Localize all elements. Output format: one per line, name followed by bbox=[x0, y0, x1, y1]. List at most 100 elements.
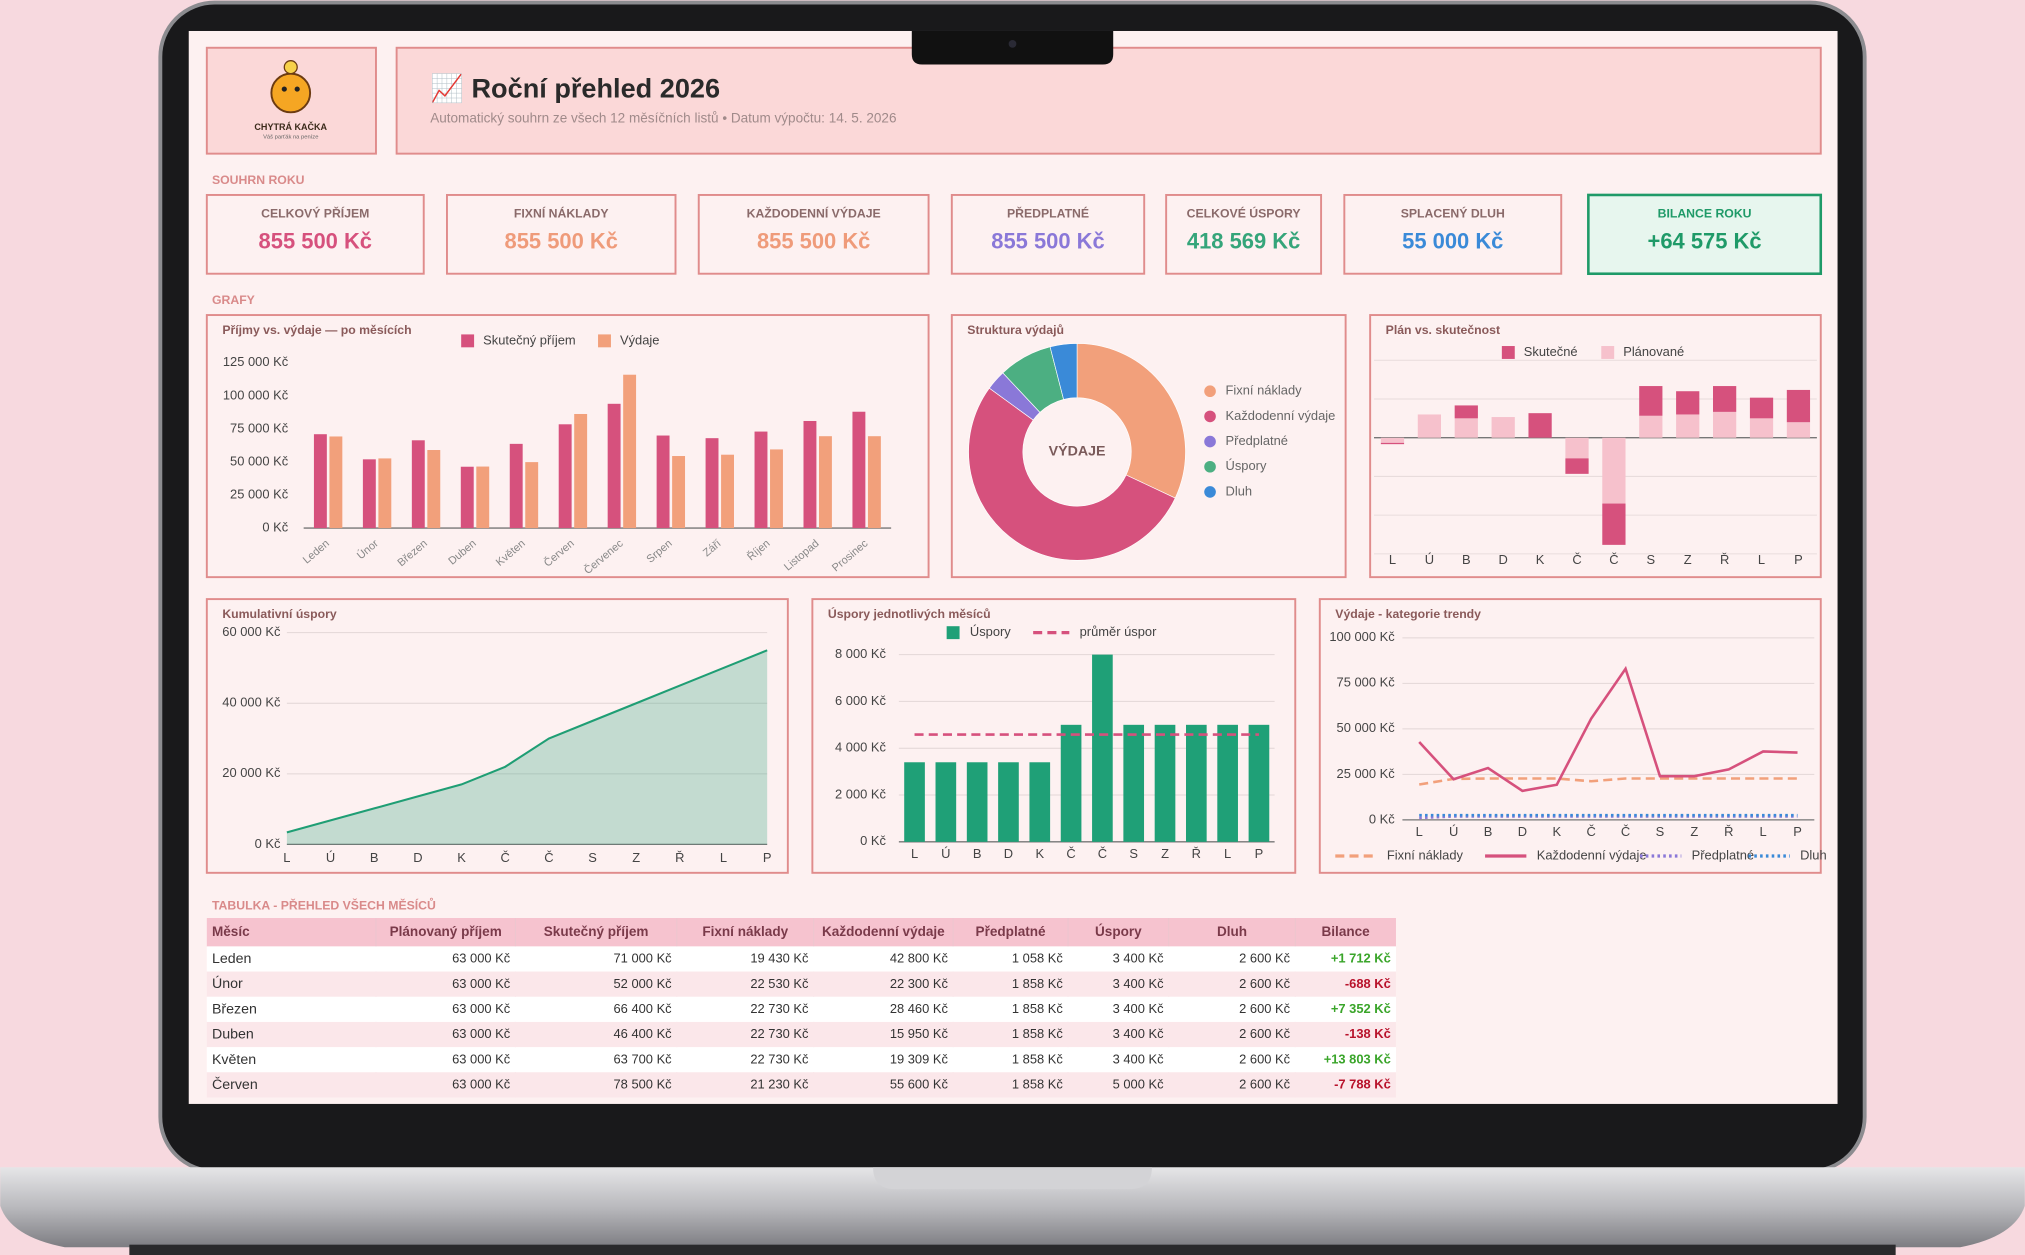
table-row bbox=[206, 996, 1396, 1022]
y-tick-label: 2 000 Kč bbox=[835, 786, 886, 801]
bar bbox=[966, 762, 988, 842]
bar-segment bbox=[1749, 397, 1774, 419]
table-cell: 3 400 Kč bbox=[1113, 1051, 1164, 1066]
y-tick-label: 40 000 Kč bbox=[222, 695, 281, 710]
pie-slice bbox=[1076, 343, 1186, 499]
x-tick-label: L bbox=[1224, 846, 1231, 861]
table-cell: 22 300 Kč bbox=[890, 976, 949, 991]
legend-label: Dluh bbox=[1226, 483, 1253, 498]
y-tick-label: 75 000 Kč bbox=[230, 420, 289, 435]
x-tick-label: P bbox=[763, 850, 772, 865]
chart-title: Plán vs. skutečnost bbox=[1386, 323, 1500, 337]
legend-label: Fixní náklady bbox=[1226, 383, 1303, 398]
x-tick-label: Č bbox=[1609, 552, 1618, 567]
x-tick-label: Č bbox=[1066, 846, 1075, 861]
table-header: Skutečný příjem bbox=[544, 924, 649, 939]
x-tick-label: K bbox=[1552, 824, 1561, 839]
bar-segment bbox=[1676, 414, 1700, 438]
y-tick-label: 100 000 Kč bbox=[1329, 629, 1395, 644]
table-header: Bilance bbox=[1322, 924, 1371, 939]
table-header: Úspory bbox=[1095, 924, 1142, 939]
bar bbox=[904, 762, 925, 842]
bar-segment bbox=[1380, 442, 1405, 445]
x-tick-label: K bbox=[457, 850, 466, 865]
logo-name: CHYTRÁ KAČKA bbox=[254, 121, 327, 132]
bar bbox=[998, 762, 1019, 842]
table-cell: 42 800 Kč bbox=[890, 951, 949, 966]
kpi-card bbox=[446, 193, 677, 275]
x-tick-label: B bbox=[1484, 824, 1493, 839]
x-tick-label: D bbox=[1004, 846, 1013, 861]
legend-label: Úspory bbox=[1226, 458, 1267, 473]
legend-label: Předplatné bbox=[1226, 433, 1288, 448]
bar-segment bbox=[1786, 389, 1811, 423]
y-tick-label: 4 000 Kč bbox=[835, 740, 886, 755]
legend-label: Každodenní výdaje bbox=[1537, 847, 1647, 862]
bar-segment bbox=[1749, 418, 1774, 438]
bar-segment bbox=[1713, 411, 1737, 438]
legend-swatch bbox=[1204, 486, 1216, 498]
x-tick-label: Č bbox=[1587, 824, 1596, 839]
table-row bbox=[206, 971, 1396, 997]
y-tick-label: 100 000 Kč bbox=[223, 387, 289, 402]
page-subtitle: Automatický souhrn ze všech 12 měsíčních… bbox=[430, 110, 896, 125]
bar bbox=[1092, 654, 1113, 842]
table-cell: 2 600 Kč bbox=[1239, 1051, 1290, 1066]
bar bbox=[313, 434, 327, 529]
bar bbox=[1185, 724, 1207, 842]
table-cell: 2 600 Kč bbox=[1239, 976, 1290, 991]
bar-segment bbox=[1417, 414, 1442, 438]
x-tick-label: Ú bbox=[1449, 824, 1458, 839]
table-cell: 3 400 Kč bbox=[1113, 951, 1164, 966]
table-cell: 1 858 Kč bbox=[1012, 1026, 1063, 1041]
legend-label: Výdaje bbox=[620, 332, 659, 347]
table-cell: 28 460 Kč bbox=[890, 1001, 949, 1016]
legend-label: průměr úspor bbox=[1080, 624, 1157, 639]
bar bbox=[607, 403, 621, 529]
bar-segment bbox=[1786, 422, 1811, 438]
table-cell: Duben bbox=[212, 1027, 254, 1043]
y-tick-label: 25 000 Kč bbox=[1337, 766, 1396, 781]
legend-swatch bbox=[1204, 435, 1216, 448]
legend-swatch bbox=[1204, 460, 1216, 473]
table-header: Fixní náklady bbox=[702, 924, 788, 939]
x-tick-label: Ř bbox=[1720, 552, 1729, 567]
series-line bbox=[1419, 777, 1798, 786]
kpi-label: CELKOVÉ ÚSPORY bbox=[1187, 206, 1301, 221]
x-tick-label: P bbox=[1794, 552, 1803, 567]
table-row bbox=[206, 1047, 1396, 1073]
x-tick-label: K bbox=[1536, 552, 1545, 567]
logo-tagline: Váš parťák na peníze bbox=[263, 134, 318, 140]
x-tick-label: L bbox=[911, 846, 918, 861]
x-tick-label: Ř bbox=[1724, 824, 1733, 839]
bar bbox=[1123, 724, 1145, 842]
table-cell: 71 000 Kč bbox=[614, 951, 673, 966]
kpi-label: BILANCE ROKU bbox=[1658, 207, 1752, 221]
x-tick-label: S bbox=[588, 850, 597, 865]
table-cell: 63 700 Kč bbox=[614, 1051, 673, 1066]
bar-segment bbox=[1602, 437, 1626, 504]
y-tick-label: 0 Kč bbox=[255, 836, 281, 851]
x-tick-label: S bbox=[1129, 846, 1138, 861]
chart-panel bbox=[811, 598, 1297, 874]
bar bbox=[656, 435, 670, 529]
kpi-card bbox=[950, 193, 1146, 275]
table-cell: 19 430 Kč bbox=[750, 951, 809, 966]
logo-eye bbox=[281, 86, 287, 92]
logo-eye bbox=[294, 86, 300, 92]
x-tick-label: L bbox=[720, 850, 727, 865]
table-cell: 52 000 Kč bbox=[614, 976, 673, 991]
section-label: SOUHRN ROKU bbox=[212, 173, 305, 187]
x-tick-label: P bbox=[1255, 846, 1264, 861]
table-cell: 21 230 Kč bbox=[750, 1077, 809, 1092]
thumb-notch bbox=[873, 1167, 1152, 1190]
kpi-label: PŘEDPLATNÉ bbox=[1007, 206, 1089, 221]
table-header-bg bbox=[206, 918, 1396, 947]
table-cell: 5 000 Kč bbox=[1113, 1077, 1164, 1092]
table-cell: 1 058 Kč bbox=[1012, 951, 1063, 966]
pie-slice bbox=[1049, 343, 1078, 400]
area-line bbox=[286, 649, 768, 834]
table-header: Předplatné bbox=[976, 924, 1046, 939]
bar bbox=[476, 466, 490, 529]
table-header: Plánovaný příjem bbox=[390, 924, 502, 939]
